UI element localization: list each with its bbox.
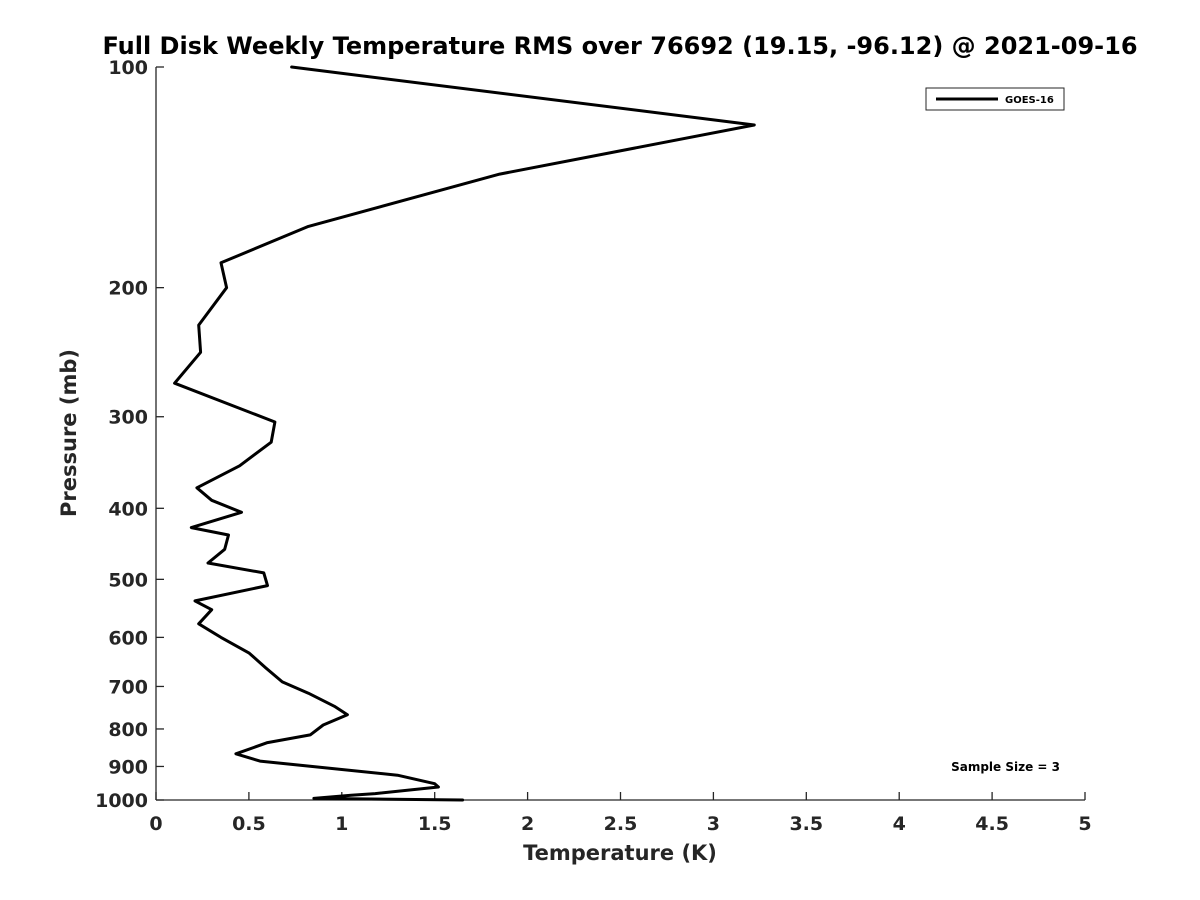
x-tick-label: 5 bbox=[1078, 813, 1091, 835]
y-tick-label: 900 bbox=[108, 756, 148, 778]
y-tick-label: 600 bbox=[108, 627, 148, 649]
x-tick-label: 1.5 bbox=[418, 813, 452, 835]
y-tick-label: 400 bbox=[108, 498, 148, 520]
y-tick-label: 500 bbox=[108, 569, 148, 591]
y-tick-label: 100 bbox=[108, 57, 148, 79]
y-axis-label: Pressure (mb) bbox=[57, 349, 81, 517]
x-tick-label: 2.5 bbox=[604, 813, 638, 835]
y-tick-label: 700 bbox=[108, 676, 148, 698]
legend: GOES-16 bbox=[925, 87, 1065, 111]
sample-size-annotation: Sample Size = 3 bbox=[951, 760, 1060, 774]
series-line-0 bbox=[173, 65, 756, 802]
y-tick-label: 800 bbox=[108, 719, 148, 741]
x-tick-label: 0 bbox=[149, 813, 162, 835]
y-ticks: 100 200 300 400 500 600 700 800 900 1000 bbox=[95, 57, 164, 812]
series-layer bbox=[173, 65, 756, 802]
x-axis-label: Temperature (K) bbox=[523, 841, 717, 865]
x-ticks: 0 0.5 1 1.5 2 2.5 3 3.5 4 4.5 5 bbox=[149, 792, 1092, 835]
x-tick-label: 3 bbox=[707, 813, 720, 835]
plot-area: 0 0.5 1 1.5 2 2.5 3 3.5 4 4.5 5 100 200 300 400 500 600… bbox=[95, 57, 1092, 835]
x-tick-label: 4 bbox=[893, 813, 906, 835]
chart-title: Full Disk Weekly Temperature RMS over 76… bbox=[102, 32, 1137, 60]
legend-label: GOES-16 bbox=[1005, 95, 1054, 106]
y-tick-label: 200 bbox=[108, 278, 148, 300]
x-tick-label: 3.5 bbox=[789, 813, 823, 835]
y-tick-label: 300 bbox=[108, 407, 148, 429]
y-tick-label: 1000 bbox=[95, 790, 148, 812]
x-tick-label: 2 bbox=[521, 813, 534, 835]
x-tick-label: 0.5 bbox=[232, 813, 266, 835]
x-tick-label: 4.5 bbox=[975, 813, 1009, 835]
x-tick-label: 1 bbox=[335, 813, 348, 835]
